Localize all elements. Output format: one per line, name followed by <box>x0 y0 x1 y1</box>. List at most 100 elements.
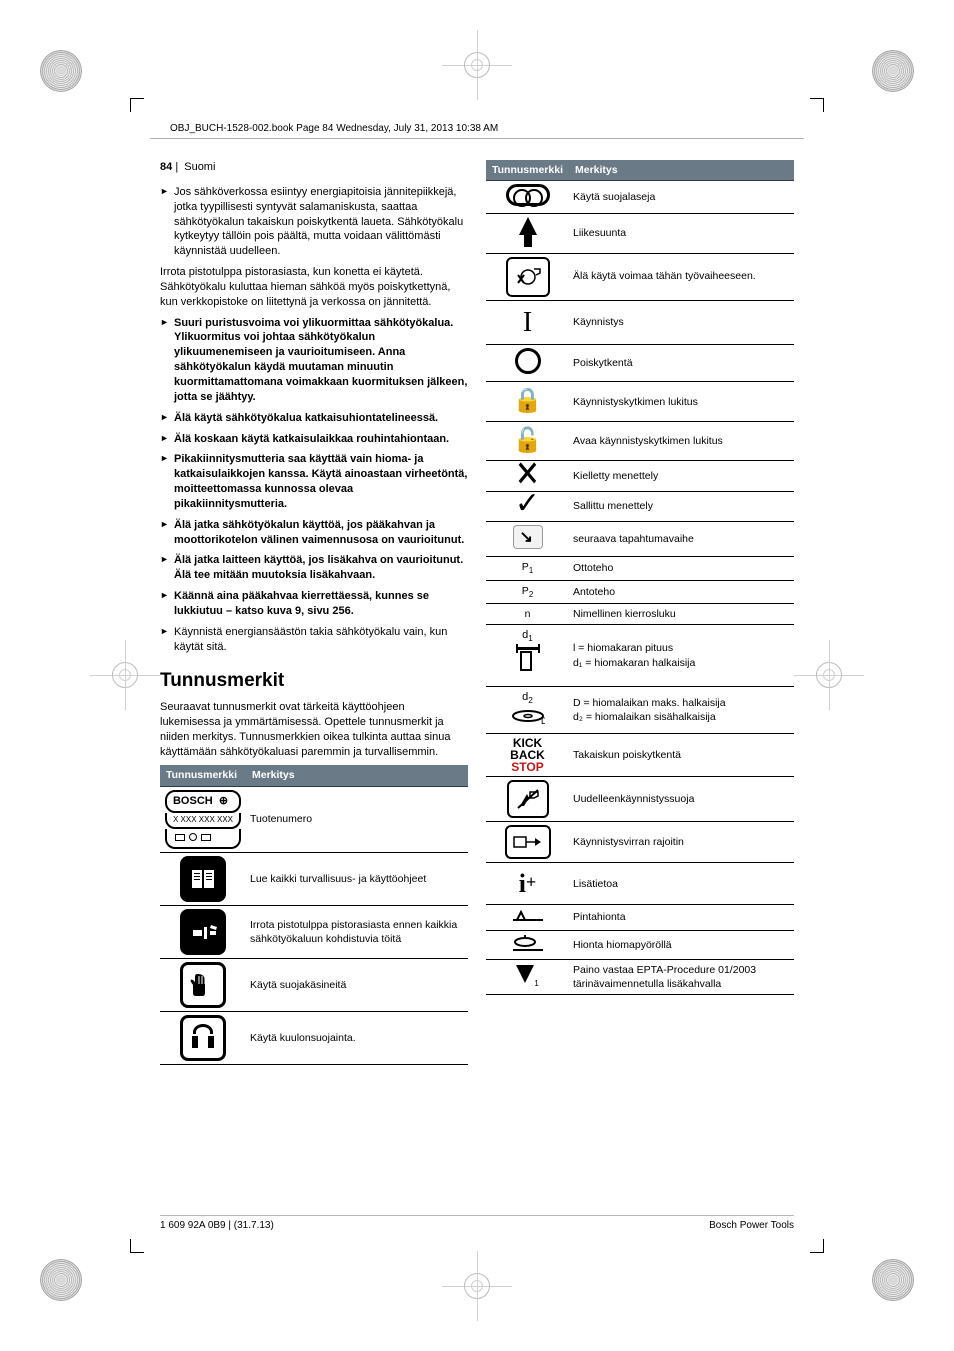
symbol-table-right: Tunnusmerkki Merkitys Käytä suojalaseja … <box>486 160 794 995</box>
meaning-cell: Kielletty menettely <box>569 461 794 492</box>
bold-text: Älä käytä sähkötyökalua katkaisuhiontate… <box>174 412 438 424</box>
table-row: Käynnistysvirran rajoitin <box>486 822 794 863</box>
list-item: Käynnistä energiansäästön takia sähkötyö… <box>174 625 468 655</box>
info-icon: i+ <box>519 869 537 898</box>
symbol-cell: KICKBACKSTOP <box>486 734 569 777</box>
meaning-cell: Sallittu menettely <box>569 492 794 521</box>
table-row: ✓ Sallittu menettely <box>486 492 794 521</box>
symbol-cell: d2 D <box>486 686 569 733</box>
footer-right: Bosch Power Tools <box>709 1220 794 1231</box>
meaning-cell: Avaa käynnistyskytkimen lukitus <box>569 421 794 460</box>
symbol-cell: P2 <box>486 580 569 604</box>
symbol-cell <box>486 214 569 253</box>
table-row: I Käynnistys <box>486 300 794 345</box>
th-symbol: Tunnusmerkki <box>160 765 246 786</box>
meaning-cell: Takaiskun poiskytkentä <box>569 734 794 777</box>
meaning-cell: Uudelleenkäynnistyssuoja <box>569 777 794 822</box>
list-item: Jos sähköverkossa esiintyy energiapitois… <box>174 185 468 259</box>
section-heading: Tunnusmerkit <box>160 668 468 694</box>
list-item: Älä koskaan käytä katkaisulaikkaa rouhin… <box>174 432 468 447</box>
page-number: 84 <box>160 161 172 173</box>
restart-protection-icon <box>507 780 549 818</box>
body-paragraph: Irrota pistotulppa pistorasiasta, kun ko… <box>160 265 468 310</box>
bold-text: Älä jatka sähkötyökalun käyttöä, jos pää… <box>174 519 464 546</box>
table-row: Pintahionta <box>486 905 794 930</box>
meaning-cell: Älä käytä voimaa tähän työvaiheeseen. <box>569 253 794 300</box>
table-row: BOSCH ⊕ X XXX XXX XXX Tuotenumero <box>160 786 468 853</box>
registration-crosshair <box>442 30 512 100</box>
table-row: n Nimellinen kierrosluku <box>486 604 794 625</box>
symbol-cell: n <box>486 604 569 625</box>
surface-grinding-icon <box>511 908 545 922</box>
symbol-cell <box>486 905 569 930</box>
inrush-limiter-icon <box>505 825 551 859</box>
symbol-cell <box>160 959 246 1012</box>
meaning-cell: D = hiomalaikan maks. halkaisija d₂ = hi… <box>569 686 794 733</box>
symbol-cell: I <box>486 300 569 345</box>
list-item: Suuri puristusvoima voi ylikuormittaa sä… <box>174 316 468 405</box>
registration-crosshair <box>442 1251 512 1321</box>
power-off-icon <box>515 348 541 374</box>
crop-mark <box>810 1239 824 1253</box>
symbol-cell: ✕ <box>486 461 569 492</box>
th-symbol: Tunnusmerkki <box>486 160 569 181</box>
symbol-cell: i+ <box>486 863 569 905</box>
registration-crosshair <box>90 640 160 710</box>
symbol-cell: 1 <box>486 959 569 994</box>
page-number-row: 84 | Suomi <box>160 160 468 175</box>
unplug-icon <box>180 909 226 955</box>
lock-closed-icon: 🔒 <box>513 387 543 414</box>
th-meaning: Merkitys <box>569 160 794 181</box>
symbol-cell <box>160 906 246 959</box>
symbol-cell <box>486 181 569 214</box>
symbol-cell <box>486 822 569 863</box>
symbol-cell: BOSCH ⊕ X XXX XXX XXX <box>160 786 246 853</box>
bold-text: Älä koskaan käytä katkaisulaikkaa rouhin… <box>174 433 449 445</box>
crop-mark <box>810 98 824 112</box>
meaning-cell: Pintahionta <box>569 905 794 930</box>
symbol-cell <box>486 777 569 822</box>
meaning-cell: Käytä suojakäsineitä <box>246 959 468 1012</box>
meaning-cell: Irrota pistotulppa pistorasiasta ennen k… <box>246 906 468 959</box>
right-column: Tunnusmerkki Merkitys Käytä suojalaseja … <box>486 160 794 1201</box>
ring-marker <box>872 50 914 92</box>
page-body: 84 | Suomi Jos sähköverkossa esiintyy en… <box>160 160 794 1201</box>
meaning-cell: Ottoteho <box>569 556 794 580</box>
bold-text: Älä jatka laitteen käyttöä, jos lisäkahv… <box>174 554 463 581</box>
symbol-cell <box>486 253 569 300</box>
symbol-cell <box>486 930 569 959</box>
sanding-disc-icon <box>511 934 545 952</box>
meaning-cell: Nimellinen kierrosluku <box>569 604 794 625</box>
lock-open-icon: 🔓 <box>513 427 543 454</box>
list-item: Pikakiinnitysmutteria saa käyttää vain h… <box>174 452 468 511</box>
meaning-cell: Tuotenumero <box>246 786 468 853</box>
meaning-cell: Liikesuunta <box>569 214 794 253</box>
list-item: Käännä aina pääkahvaa kierrettäessä, kun… <box>174 589 468 619</box>
table-row: Liikesuunta <box>486 214 794 253</box>
no-force-icon <box>506 257 550 297</box>
meaning-cell: Lue kaikki turvallisuus- ja käyttöohjeet <box>246 853 468 906</box>
power-on-icon: I <box>523 307 532 338</box>
table-row: Käytä suojakäsineitä <box>160 959 468 1012</box>
warning-bullet-list: Suuri puristusvoima voi ylikuormittaa sä… <box>160 316 468 655</box>
table-row: P2 Antoteho <box>486 580 794 604</box>
page-language: Suomi <box>184 161 215 173</box>
pn-sep: | <box>175 161 181 173</box>
table-row: d2 D D = hiomalaikan maks. halkaisija d₂… <box>486 686 794 733</box>
meaning-cell: Käynnistys <box>569 300 794 345</box>
symbol-table-left: Tunnusmerkki Merkitys BOSCH ⊕ X XXX XXX … <box>160 765 468 1065</box>
ring-marker <box>872 1259 914 1301</box>
section-intro: Seuraavat tunnusmerkit ovat tärkeitä käy… <box>160 700 468 759</box>
th-meaning: Merkitys <box>246 765 468 786</box>
svg-text:D: D <box>541 716 545 726</box>
ring-marker <box>40 1259 82 1301</box>
direction-arrow-icon <box>519 217 537 235</box>
meaning-cell: Lisätietoa <box>569 863 794 905</box>
table-row: Käytä kuulonsuojainta. <box>160 1012 468 1065</box>
list-item: Älä jatka sähkötyökalun käyttöä, jos pää… <box>174 518 468 548</box>
bold-text: Suuri puristusvoima voi ylikuormittaa sä… <box>174 317 467 403</box>
table-row: P1 Ottoteho <box>486 556 794 580</box>
running-header: OBJ_BUCH-1528-002.book Page 84 Wednesday… <box>170 123 498 134</box>
page-footer: 1 609 92A 0B9 | (31.7.13) Bosch Power To… <box>160 1215 794 1231</box>
weight-icon: 1 <box>516 974 538 986</box>
